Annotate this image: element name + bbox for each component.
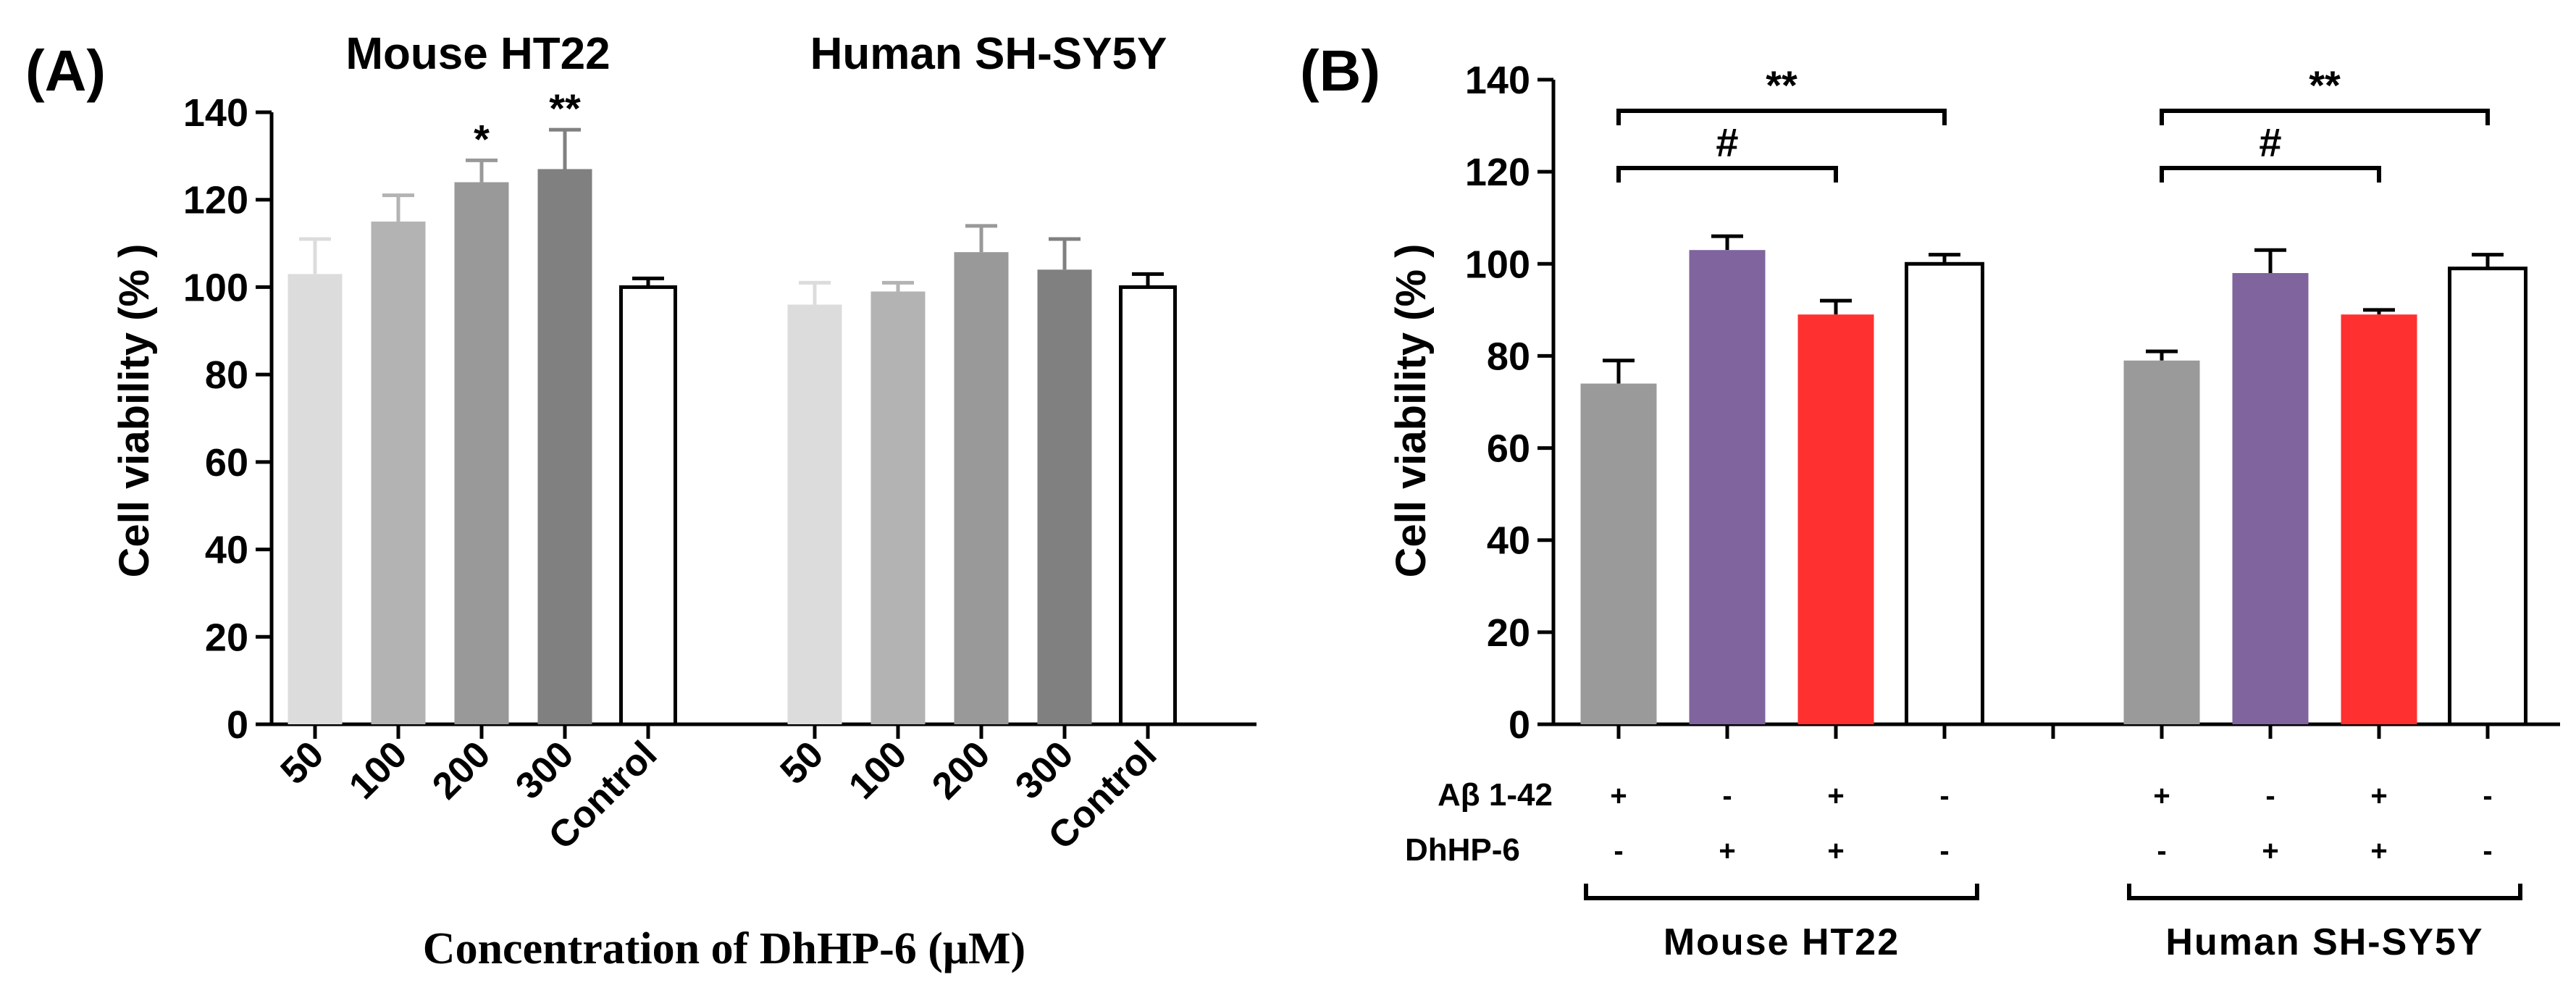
panel-b-row-label-abeta: Aβ 1-42 xyxy=(1438,777,1553,813)
panel-a-y-tick-label: 60 xyxy=(205,441,248,485)
panel-a-bar xyxy=(537,169,592,724)
panel-b-y-tick-label: 0 xyxy=(1509,703,1530,747)
panel-b-bracket-line xyxy=(2160,166,2381,183)
panel-b-bracket-label: ** xyxy=(1766,62,1797,108)
panel-b-abeta-sign: + xyxy=(1610,780,1627,812)
panel-b-abeta-sign: - xyxy=(1722,780,1732,812)
panel-b-group-brackets: Mouse HT22 Human SH-SY5Y xyxy=(1584,884,2522,963)
panel-b-dhhp6-sign: - xyxy=(1939,835,1949,867)
panel-b-significance-brackets: ** # ** # xyxy=(1616,62,2490,183)
panel-b-y-tick-label: 60 xyxy=(1487,427,1530,471)
panel-b-bar xyxy=(1905,261,1984,726)
panel-b-dhhp6-sign: - xyxy=(2483,835,2492,867)
panel-b-bar xyxy=(2232,273,2309,724)
panel-b-bar xyxy=(1580,383,1657,724)
panel-a-significance-mark: ** xyxy=(549,85,581,131)
panel-b-treatment-signs: + - - + + + - - + - - + + + - - xyxy=(1610,780,2492,867)
panel-a-y-axis-label: Cell viability (% ) xyxy=(111,244,158,578)
panel-a-x-tick-label: 300 xyxy=(508,733,582,807)
panel-a-label: (A) xyxy=(25,38,106,103)
panel-a-x-tick-label: 100 xyxy=(841,733,915,807)
panel-b-y-tick-label: 80 xyxy=(1487,335,1530,378)
panel-a-y-tick-label: 80 xyxy=(205,353,248,397)
panel-a-y-tick-label: 120 xyxy=(183,179,248,222)
panel-b-y-axis-label: Cell viability (% ) xyxy=(1388,244,1435,578)
panel-b-bracket-label: # xyxy=(1716,120,1738,165)
panel-a-x-tick-label: 50 xyxy=(273,733,332,792)
panel-b-y-tick-label: 120 xyxy=(1465,151,1530,194)
panel-b-bar xyxy=(2448,267,2527,726)
panel-b: (B) Cell viability (% ) 0 20 40 60 80 100 120 1… xyxy=(1300,38,2560,963)
panel-b-dhhp6-sign: + xyxy=(1719,835,1735,867)
panel-b-bars xyxy=(1580,234,2527,726)
panel-b-abeta-sign: + xyxy=(1827,780,1844,812)
panel-a-bar xyxy=(454,182,509,725)
panel-a-y-tick-label: 140 xyxy=(183,91,248,135)
panel-b-y-tick-label: 100 xyxy=(1465,243,1530,286)
panel-b-dhhp6-sign: - xyxy=(2157,835,2166,867)
panel-a-axes: 0 20 40 60 80 100 120 140 xyxy=(183,91,1256,747)
panel-b-label: (B) xyxy=(1300,38,1380,103)
panel-b-dhhp6-sign: + xyxy=(2370,835,2387,867)
panel-b-bracket-line xyxy=(2160,109,2490,125)
panel-a-bar xyxy=(787,304,842,725)
panel-a-group-title-1: Mouse HT22 xyxy=(345,29,610,79)
panel-b-abeta-sign: + xyxy=(2153,780,2170,812)
panel-b-abeta-sign: - xyxy=(2265,780,2275,812)
panel-b-group-label: Mouse HT22 xyxy=(1664,921,1900,963)
panel-b-y-tick-label: 140 xyxy=(1465,59,1530,102)
panel-b-bar xyxy=(2341,314,2417,724)
panel-a-x-tick-label: 200 xyxy=(424,733,498,807)
panel-a-bar xyxy=(1037,269,1092,724)
panel-a-bars: *** xyxy=(288,85,1177,726)
panel-a-x-tick-label: 200 xyxy=(924,733,998,807)
panel-a-bar xyxy=(371,221,426,725)
panel-a-y-tick-label: 100 xyxy=(183,266,248,309)
panel-a-y-tick-label: 40 xyxy=(205,529,248,572)
panel-a-x-tick-label: 50 xyxy=(773,733,832,792)
panel-b-dhhp6-sign: - xyxy=(1614,835,1623,867)
panel-a: (A) Mouse HT22 Human SH-SY5Y Cell viabil… xyxy=(25,29,1256,973)
panel-b-abeta-sign: - xyxy=(1939,780,1949,812)
panel-a-bar xyxy=(954,252,1009,725)
panel-b-abeta-sign: - xyxy=(2483,780,2492,812)
panel-b-bar xyxy=(1689,250,1766,724)
panel-a-bar xyxy=(619,285,677,726)
panel-a-y-tick-label: 20 xyxy=(205,616,248,659)
panel-b-row-label-dhhp6: DhHP-6 xyxy=(1405,832,1520,868)
panel-a-x-tick-label: 300 xyxy=(1007,733,1081,807)
panel-a-bar xyxy=(870,291,926,724)
panel-b-y-tick-label: 40 xyxy=(1487,519,1530,563)
panel-b-y-tick-label: 20 xyxy=(1487,611,1530,655)
panel-a-significance-mark: * xyxy=(474,116,490,162)
panel-a-bar xyxy=(288,274,343,725)
panel-b-dhhp6-sign: + xyxy=(2262,835,2278,867)
panel-a-y-tick-label: 0 xyxy=(227,703,248,747)
panel-a-x-axis-label: Concentration of DhHP-6 (μM) xyxy=(423,924,1025,973)
panel-b-group-bracket xyxy=(2127,884,2522,900)
panel-b-dhhp6-sign: + xyxy=(1827,835,1844,867)
panel-a-x-tick-label: 100 xyxy=(341,733,415,807)
panel-b-group-bracket xyxy=(1584,884,1979,900)
panel-b-bracket-line xyxy=(1616,166,1838,183)
panel-b-bar xyxy=(1797,314,1874,724)
panel-b-group-label: Human SH-SY5Y xyxy=(2165,921,2483,963)
panel-b-bracket-label: ** xyxy=(2309,62,2341,108)
panel-b-bar xyxy=(2123,360,2200,724)
panel-a-bar xyxy=(1119,285,1177,726)
panel-b-bracket-line xyxy=(1616,109,1947,125)
panel-b-abeta-sign: + xyxy=(2370,780,2387,812)
panel-a-group-title-2: Human SH-SY5Y xyxy=(810,29,1167,79)
panel-b-bracket-label: # xyxy=(2259,120,2281,165)
